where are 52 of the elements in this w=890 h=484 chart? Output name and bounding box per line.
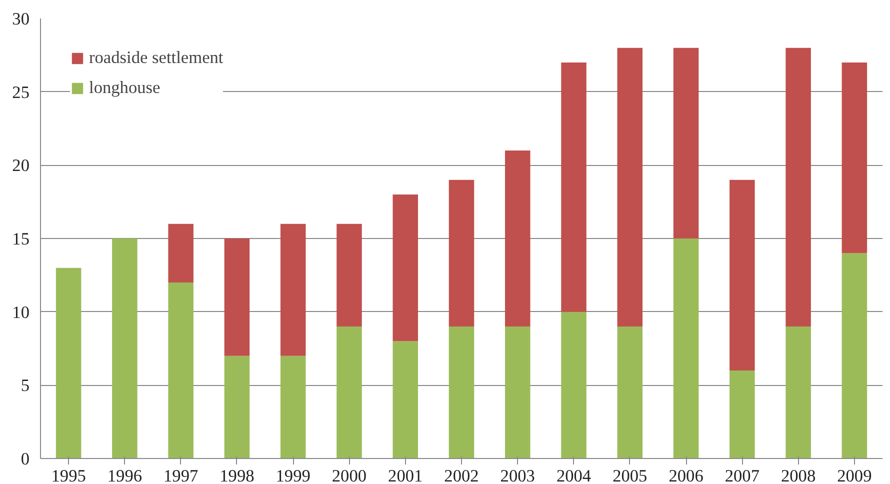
bar	[224, 356, 250, 458]
x-tick-label: 2009	[837, 466, 872, 484]
bar	[280, 356, 306, 458]
bar	[617, 326, 643, 458]
x-tick-label: 1998	[220, 466, 254, 484]
bar	[505, 326, 530, 458]
legend-label: longhouse	[89, 78, 160, 98]
bar	[168, 224, 194, 282]
y-tick-label: 25	[12, 82, 30, 102]
bar	[280, 224, 306, 356]
x-tick-label: 2000	[332, 466, 367, 484]
x-tick-label: 2006	[668, 466, 704, 484]
legend-label: roadside settlement	[89, 48, 224, 68]
x-tick-label: 1999	[276, 466, 310, 484]
bar	[448, 180, 474, 326]
x-tick-label: 2001	[388, 466, 423, 484]
bar	[224, 238, 250, 356]
bar	[673, 48, 699, 238]
bar	[842, 62, 868, 254]
bar	[336, 224, 362, 326]
y-tick-label: 20	[12, 156, 30, 176]
bar	[112, 238, 138, 458]
bar	[786, 48, 811, 326]
x-tick-label: 2004	[556, 466, 592, 484]
x-tick-label: 1997	[164, 466, 198, 484]
bar	[392, 194, 418, 342]
x-tick-label: 1995	[51, 466, 86, 484]
x-tick-label: 2005	[612, 466, 648, 484]
bar	[673, 238, 699, 458]
bar	[168, 282, 194, 458]
y-tick-label: 0	[20, 450, 30, 468]
bar	[505, 150, 530, 326]
bar	[392, 341, 418, 458]
bar	[448, 326, 474, 458]
x-tick-label: 2002	[444, 466, 479, 484]
bar	[336, 326, 362, 458]
bar	[561, 312, 586, 458]
bar	[730, 180, 755, 370]
bar	[730, 370, 755, 458]
bar	[786, 326, 811, 458]
x-tick-label: 2007	[724, 466, 760, 484]
bar	[561, 62, 586, 312]
x-tick-label: 2003	[500, 466, 535, 484]
x-tick-label: 2008	[780, 466, 816, 484]
bar	[842, 253, 868, 458]
y-tick-label: 10	[12, 302, 30, 322]
y-tick-label: 15	[12, 230, 30, 248]
y-tick-label: 30	[12, 10, 30, 28]
bar	[56, 268, 82, 458]
bar	[617, 48, 643, 326]
y-tick-label: 5	[20, 376, 30, 396]
x-tick-label: 1996	[107, 466, 142, 484]
